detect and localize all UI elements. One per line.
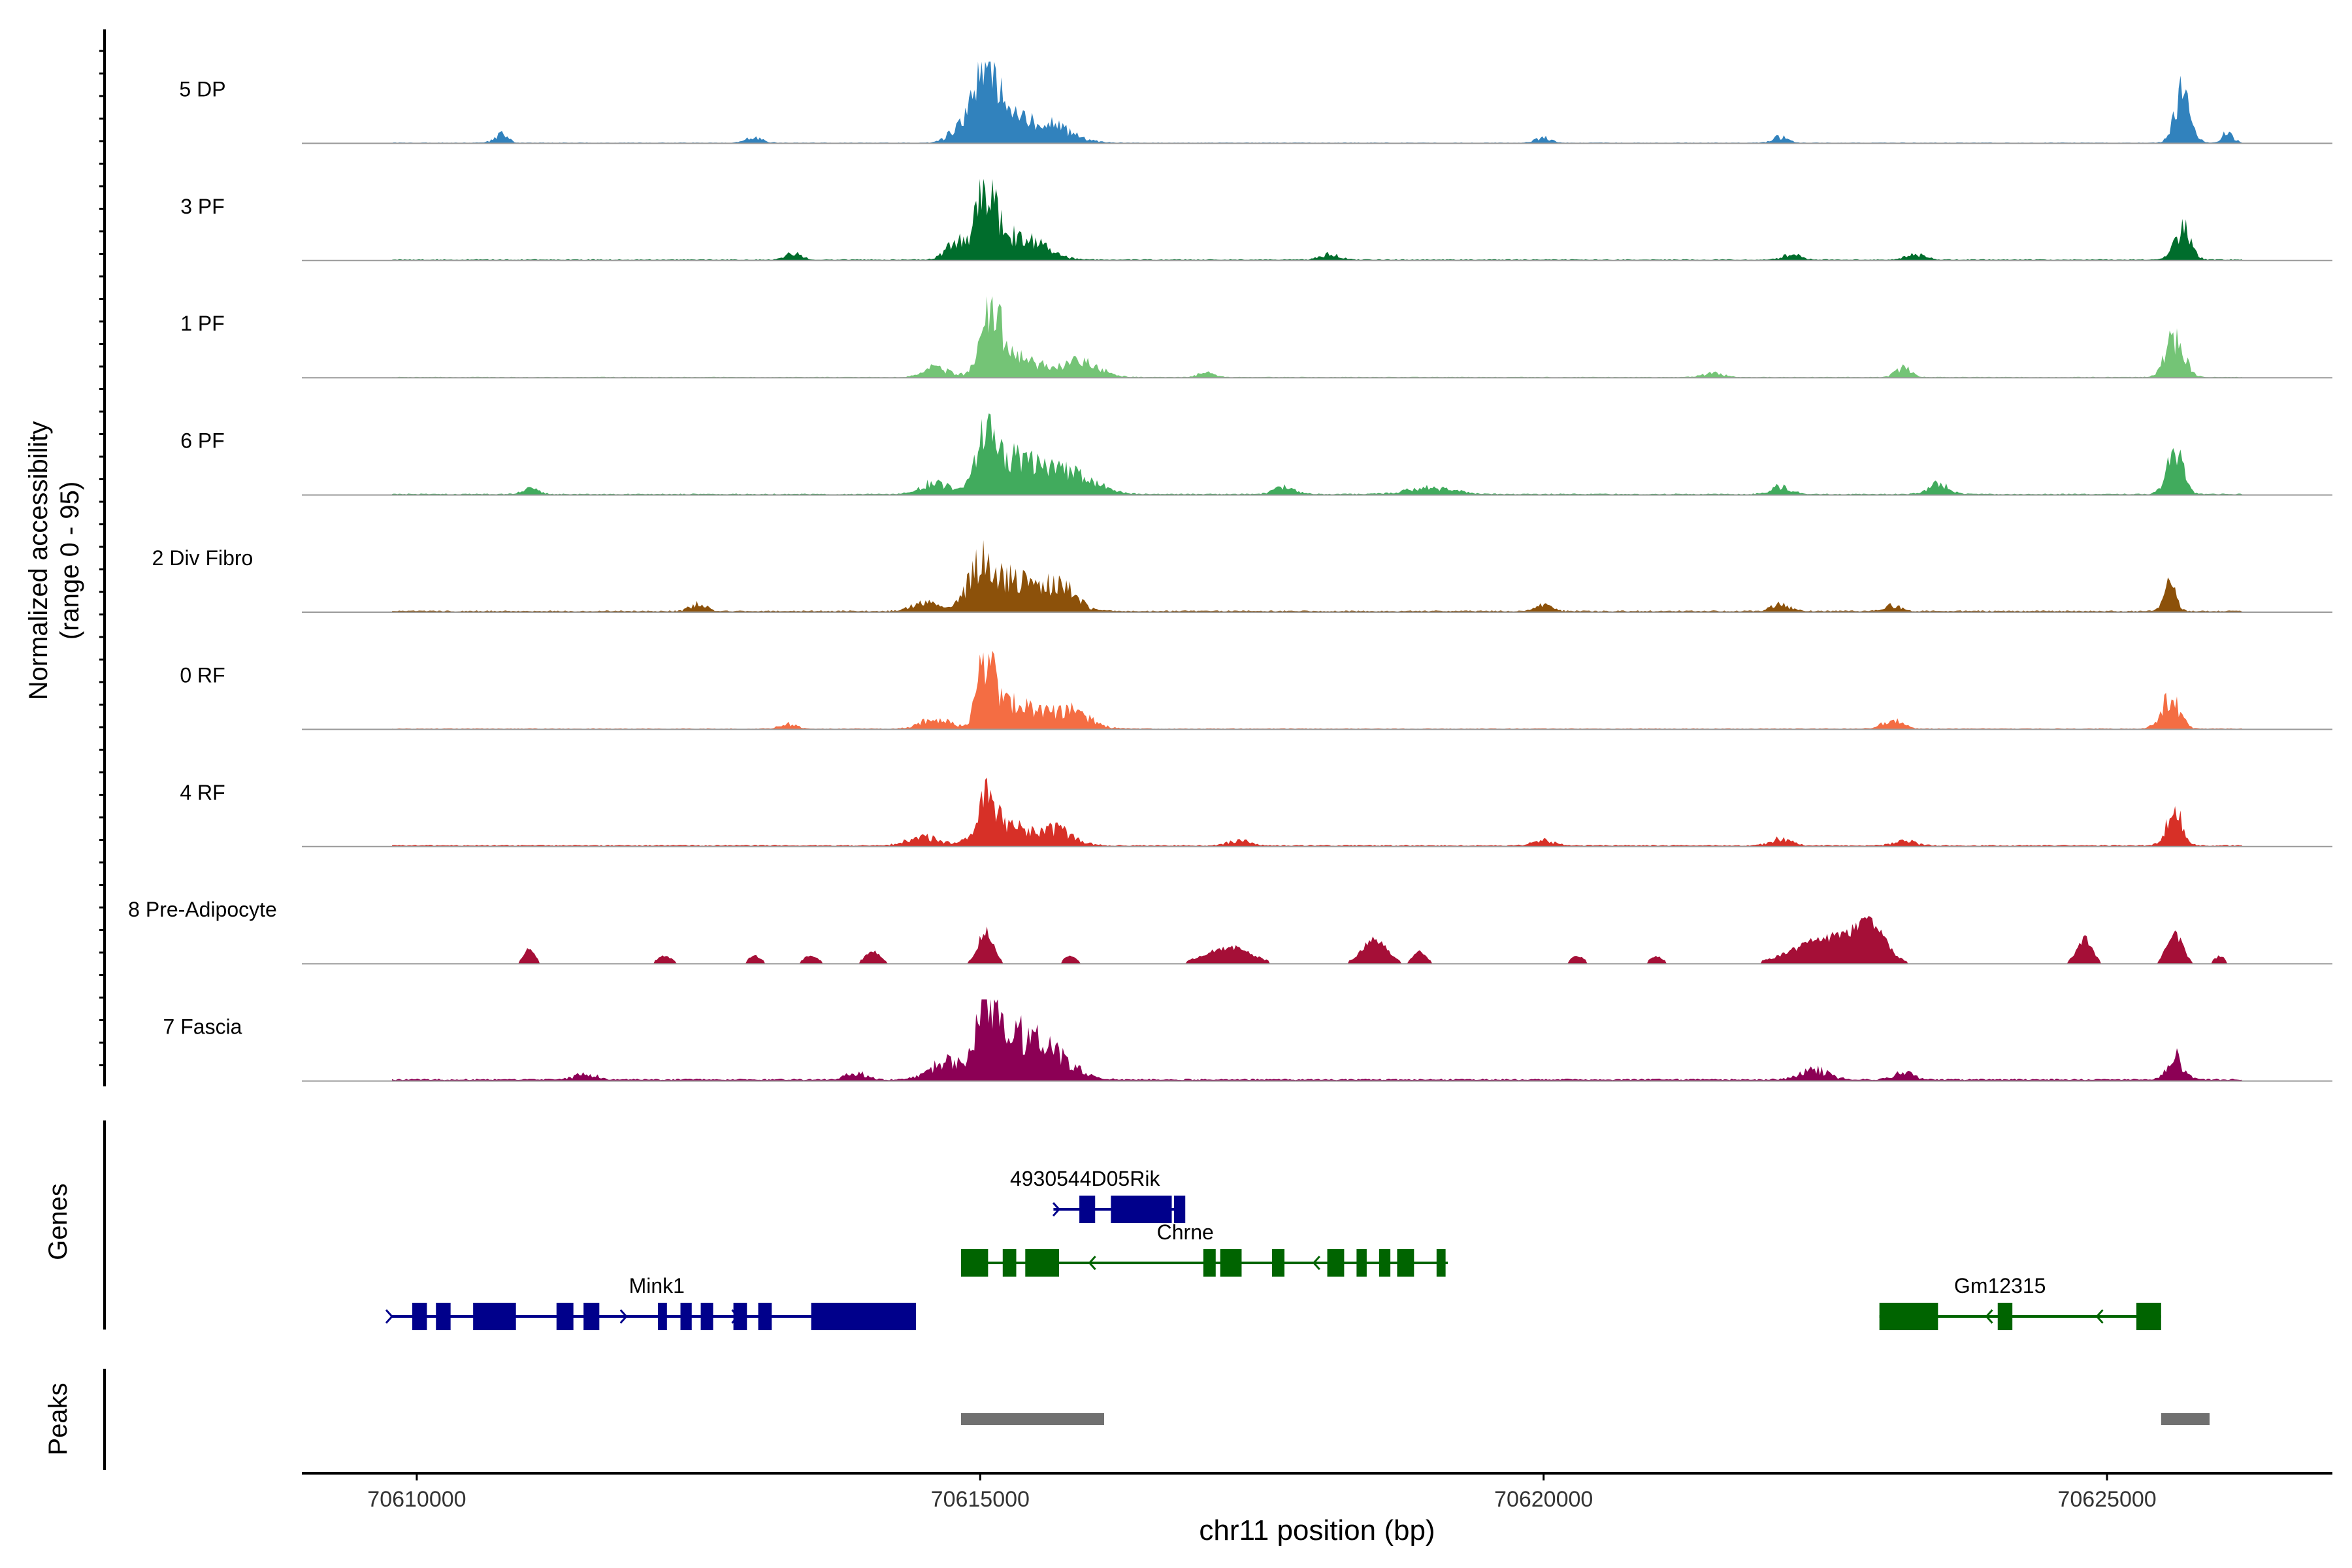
gene-exon	[1220, 1249, 1242, 1277]
gene-exon	[811, 1303, 916, 1330]
gene-model: 4930544D05Rik	[1010, 1167, 1186, 1223]
coverage-area	[392, 999, 2242, 1081]
gene-exon	[1203, 1249, 1216, 1277]
gene-exon	[658, 1303, 667, 1330]
gene-exon	[1111, 1196, 1172, 1223]
gene-exon	[1879, 1303, 1938, 1330]
gene-model: Mink1	[385, 1274, 916, 1330]
gene-exon	[1173, 1196, 1186, 1223]
gene-models: Mink1 4930544D05Rik Chrne Gm12315	[385, 1167, 2161, 1330]
x-tick-label: 70620000	[1494, 1487, 1593, 1512]
coverage-track: 4 RF	[180, 777, 2332, 847]
gene-exon	[1079, 1196, 1096, 1223]
gene-strand-arrow	[1204, 1255, 1213, 1271]
gene-exon	[960, 1249, 988, 1277]
y-axis	[99, 29, 106, 1086]
gene-model: Gm12315	[1879, 1274, 2161, 1330]
gene-exon	[1397, 1249, 1414, 1277]
gene-exon	[1379, 1249, 1391, 1277]
peak-regions	[960, 1413, 2210, 1425]
gene-exon	[1997, 1303, 2013, 1330]
coverage-area	[392, 413, 2242, 495]
y-axis-label-line2: (range 0 - 95)	[56, 482, 84, 640]
gene-exon	[436, 1303, 451, 1330]
gene-exon	[1327, 1249, 1345, 1277]
coverage-track: 8 Pre-Adipocyte	[128, 898, 2332, 965]
coverage-area	[392, 916, 2242, 964]
gene-exon	[1272, 1249, 1284, 1277]
gene-label: Gm12315	[1954, 1274, 2046, 1298]
peak-region	[2161, 1413, 2210, 1425]
coverage-area	[392, 61, 2242, 144]
coverage-track: 7 Fascia	[163, 999, 2332, 1082]
coverage-area	[392, 777, 2242, 847]
track-label: 5 DP	[179, 77, 225, 101]
x-axis-ticks: 70610000 70615000 70620000 70625000	[367, 1473, 2157, 1512]
gene-exon	[758, 1303, 772, 1330]
track-label: 2 Div Fibro	[152, 546, 253, 570]
coverage-area	[392, 178, 2242, 261]
gene-strand-arrow	[1088, 1255, 1096, 1271]
gene-exon	[1002, 1249, 1017, 1277]
coverage-track: 3 PF	[180, 178, 2332, 261]
coverage-track: 1 PF	[180, 296, 2332, 379]
x-tick-label: 70625000	[2057, 1487, 2156, 1512]
gene-strand-arrow	[1985, 1309, 1993, 1324]
gene-strand-arrow	[1312, 1255, 1320, 1271]
gene-exon	[2136, 1303, 2161, 1330]
gene-exon	[680, 1303, 692, 1330]
gene-exon	[1436, 1249, 1446, 1277]
gene-strand-arrow	[1052, 1201, 1061, 1217]
gene-exon	[700, 1303, 713, 1330]
genes-panel: Genes Mink1 4930544D05Rik Chrne Gm12315	[44, 1120, 2161, 1330]
gene-label: Chrne	[1157, 1220, 1214, 1244]
gene-model: Chrne	[960, 1220, 1448, 1277]
peak-region	[960, 1413, 1105, 1425]
x-axis-label: chr11 position (bp)	[1199, 1514, 1435, 1546]
gene-exon	[473, 1303, 516, 1330]
gene-strand-arrow	[2095, 1309, 2104, 1324]
x-axis: 70610000 70615000 70620000 70625000 chr11 p…	[302, 1472, 2332, 1546]
track-label: 1 PF	[180, 312, 225, 335]
coverage-area	[392, 651, 2242, 730]
coverage-area	[392, 296, 2242, 378]
track-label: 6 PF	[180, 429, 225, 453]
gene-exon	[733, 1303, 747, 1330]
gene-label: 4930544D05Rik	[1010, 1167, 1161, 1190]
track-label: 3 PF	[180, 195, 225, 218]
gene-exon	[1025, 1249, 1060, 1277]
gene-strand-arrow	[619, 1309, 628, 1324]
peaks-panel: Peaks	[44, 1369, 2210, 1470]
x-tick-label: 70610000	[367, 1487, 466, 1512]
gene-exon	[1356, 1249, 1367, 1277]
peaks-panel-label: Peaks	[44, 1382, 73, 1455]
track-label: 7 Fascia	[163, 1015, 242, 1039]
track-label: 8 Pre-Adipocyte	[128, 898, 277, 921]
gene-exon	[583, 1303, 600, 1330]
gene-strand-arrow	[731, 1309, 740, 1324]
coverage-track: 0 RF	[180, 651, 2332, 730]
track-label: 4 RF	[180, 781, 225, 804]
coverage-area	[392, 540, 2242, 612]
gene-strand-arrow	[385, 1309, 393, 1324]
gene-exon	[556, 1303, 574, 1330]
coverage-track: 5 DP	[179, 61, 2332, 144]
coverage-track: 6 PF	[180, 413, 2332, 496]
x-tick-label: 70615000	[931, 1487, 1030, 1512]
genes-panel-label: Genes	[44, 1183, 73, 1260]
gene-label: Mink1	[629, 1274, 685, 1298]
y-axis-label-line1: Normalized accessibility	[24, 421, 53, 700]
coverage-track: 2 Div Fibro	[152, 540, 2332, 613]
track-label: 0 RF	[180, 663, 225, 687]
gene-exon	[412, 1303, 427, 1330]
coverage-tracks: 5 DP 3 PF 1 PF 6 PF 2 Div Fibro 0 RF 4 RF 8 Pre…	[128, 61, 2332, 1082]
